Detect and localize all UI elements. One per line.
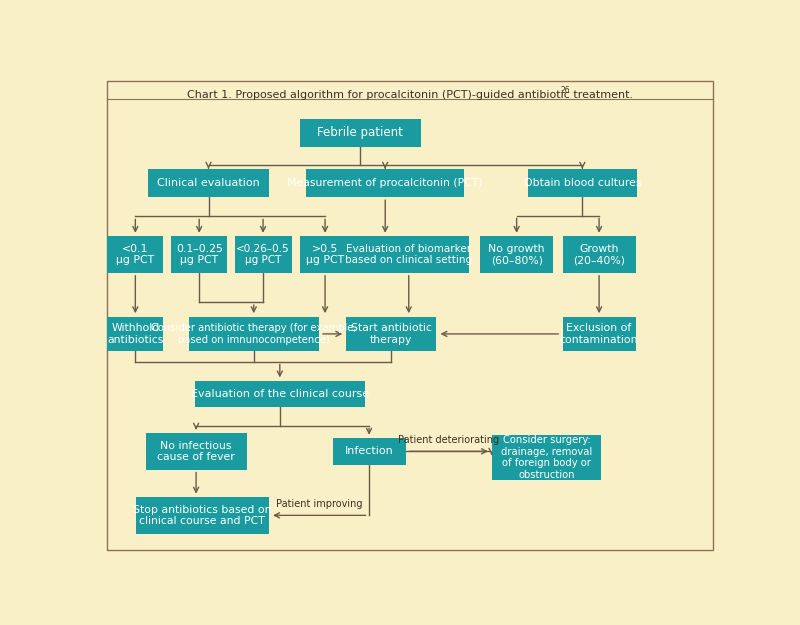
Text: Febrile patient: Febrile patient <box>318 126 403 139</box>
FancyBboxPatch shape <box>562 236 636 272</box>
Text: Consider surgery:
drainage, removal
of foreign body or
obstruction: Consider surgery: drainage, removal of f… <box>501 435 592 480</box>
FancyBboxPatch shape <box>528 169 637 198</box>
Text: Consider antibiotic therapy (for example,
based on imnunocompetence): Consider antibiotic therapy (for example… <box>151 323 357 345</box>
FancyBboxPatch shape <box>306 169 464 198</box>
FancyBboxPatch shape <box>146 433 246 469</box>
FancyBboxPatch shape <box>107 236 163 272</box>
Text: 0.1–0.25
µg PCT: 0.1–0.25 µg PCT <box>176 244 222 265</box>
FancyBboxPatch shape <box>300 119 421 147</box>
FancyBboxPatch shape <box>136 497 269 534</box>
Text: Patient improving: Patient improving <box>276 499 362 509</box>
Text: No growth
(60–80%): No growth (60–80%) <box>488 244 545 265</box>
Text: Patient deteriorating: Patient deteriorating <box>398 435 499 445</box>
Text: Infection: Infection <box>345 446 394 456</box>
FancyBboxPatch shape <box>107 317 163 351</box>
Text: Exclusion of
contamination: Exclusion of contamination <box>560 323 638 345</box>
FancyBboxPatch shape <box>333 438 406 464</box>
Text: Obtain blood cultures: Obtain blood cultures <box>524 178 641 188</box>
Text: Withhold
antibiotics: Withhold antibiotics <box>107 323 163 345</box>
Text: Stop antibiotics based on
clinical course and PCT: Stop antibiotics based on clinical cours… <box>133 504 271 526</box>
FancyBboxPatch shape <box>492 435 601 481</box>
Text: Chart 1. Proposed algorithm for procalcitonin (PCT)-guided antibiotic treatment.: Chart 1. Proposed algorithm for procalci… <box>187 91 633 101</box>
FancyBboxPatch shape <box>562 317 636 351</box>
FancyBboxPatch shape <box>148 169 269 198</box>
Text: 26: 26 <box>561 86 570 95</box>
FancyBboxPatch shape <box>346 317 436 351</box>
Text: Growth
(20–40%): Growth (20–40%) <box>573 244 625 265</box>
Text: <0.26–0.5
µg PCT: <0.26–0.5 µg PCT <box>236 244 290 265</box>
FancyBboxPatch shape <box>194 381 365 408</box>
Text: Measurement of procalcitonin (PCT): Measurement of procalcitonin (PCT) <box>287 178 483 188</box>
Text: Start antibiotic
therapy: Start antibiotic therapy <box>351 323 432 345</box>
Text: >0.5
µg PCT: >0.5 µg PCT <box>306 244 344 265</box>
FancyBboxPatch shape <box>300 236 350 272</box>
FancyBboxPatch shape <box>189 317 319 351</box>
FancyBboxPatch shape <box>348 236 470 272</box>
FancyBboxPatch shape <box>480 236 554 272</box>
Text: Evaluation of biomarker
based on clinical setting: Evaluation of biomarker based on clinica… <box>345 244 472 265</box>
Text: No infectious
cause of fever: No infectious cause of fever <box>158 441 235 462</box>
Text: Evaluation of the clinical course: Evaluation of the clinical course <box>190 389 369 399</box>
FancyBboxPatch shape <box>234 236 291 272</box>
FancyBboxPatch shape <box>171 236 227 272</box>
Text: <0.1
µg PCT: <0.1 µg PCT <box>116 244 154 265</box>
Text: Clinical evaluation: Clinical evaluation <box>157 178 260 188</box>
